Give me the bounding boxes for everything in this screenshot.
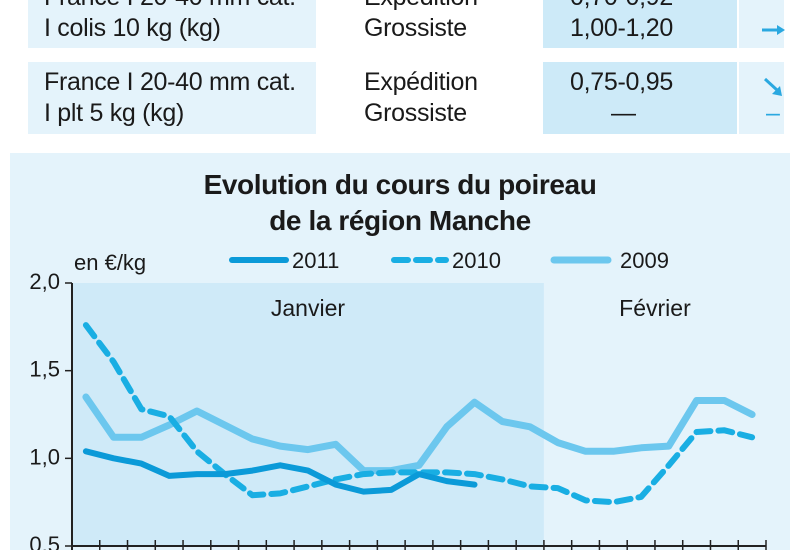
trend-dash: –	[766, 99, 780, 127]
product-label: I colis 10 kg (kg)	[44, 14, 221, 42]
table-row: France I 20-40 mm cat. I colis 10 kg (kg…	[28, 0, 785, 48]
month-label-february: Février	[619, 295, 691, 321]
series-line-2009	[82, 393, 756, 475]
x-ticks	[71, 540, 767, 550]
series-lines	[82, 322, 756, 506]
legend-label-2010: 2010	[452, 248, 501, 273]
stage-label: Grossiste	[364, 99, 467, 127]
series-line-2011	[82, 448, 478, 495]
month-label-january: Janvier	[271, 295, 345, 321]
february-band	[543, 283, 766, 546]
stage-label: Expédition	[364, 0, 478, 12]
y-tick-label: 1,0	[29, 444, 60, 469]
y-tick-label: 0,5	[29, 532, 60, 550]
january-band	[72, 283, 544, 546]
stable-arrow-icon	[762, 25, 785, 35]
stage-label: Expédition	[364, 68, 478, 96]
price-value: 0,70-0,92	[570, 0, 673, 12]
y-tick-label: 1,5	[29, 357, 60, 382]
product-label: I plt 5 kg (kg)	[44, 99, 184, 127]
price-value: 0,75-0,95	[570, 68, 673, 96]
stage-label: Grossiste	[364, 14, 467, 42]
legend-label-2009: 2009	[620, 248, 669, 273]
legend: 2011 2010 2009	[229, 248, 669, 273]
price-value: 1,00-1,20	[570, 14, 673, 42]
down-arrow-icon	[763, 77, 782, 96]
y-ticks: 2,0 1,5 1,0 0,5	[29, 269, 72, 550]
table-row: France I 20-40 mm cat. I plt 5 kg (kg) E…	[28, 62, 784, 134]
legend-label-2011: 2011	[292, 248, 339, 273]
chart-title: Evolution du cours du poireau	[203, 169, 597, 200]
price-value: —	[611, 99, 636, 127]
series-line-2010	[82, 322, 756, 506]
chart-subtitle: de la région Manche	[269, 205, 531, 236]
y-axis-label: en €/kg	[74, 250, 146, 275]
product-label: France I 20-40 mm cat.	[44, 0, 296, 12]
y-tick-label: 2,0	[29, 269, 60, 294]
product-label: France I 20-40 mm cat.	[44, 68, 296, 96]
